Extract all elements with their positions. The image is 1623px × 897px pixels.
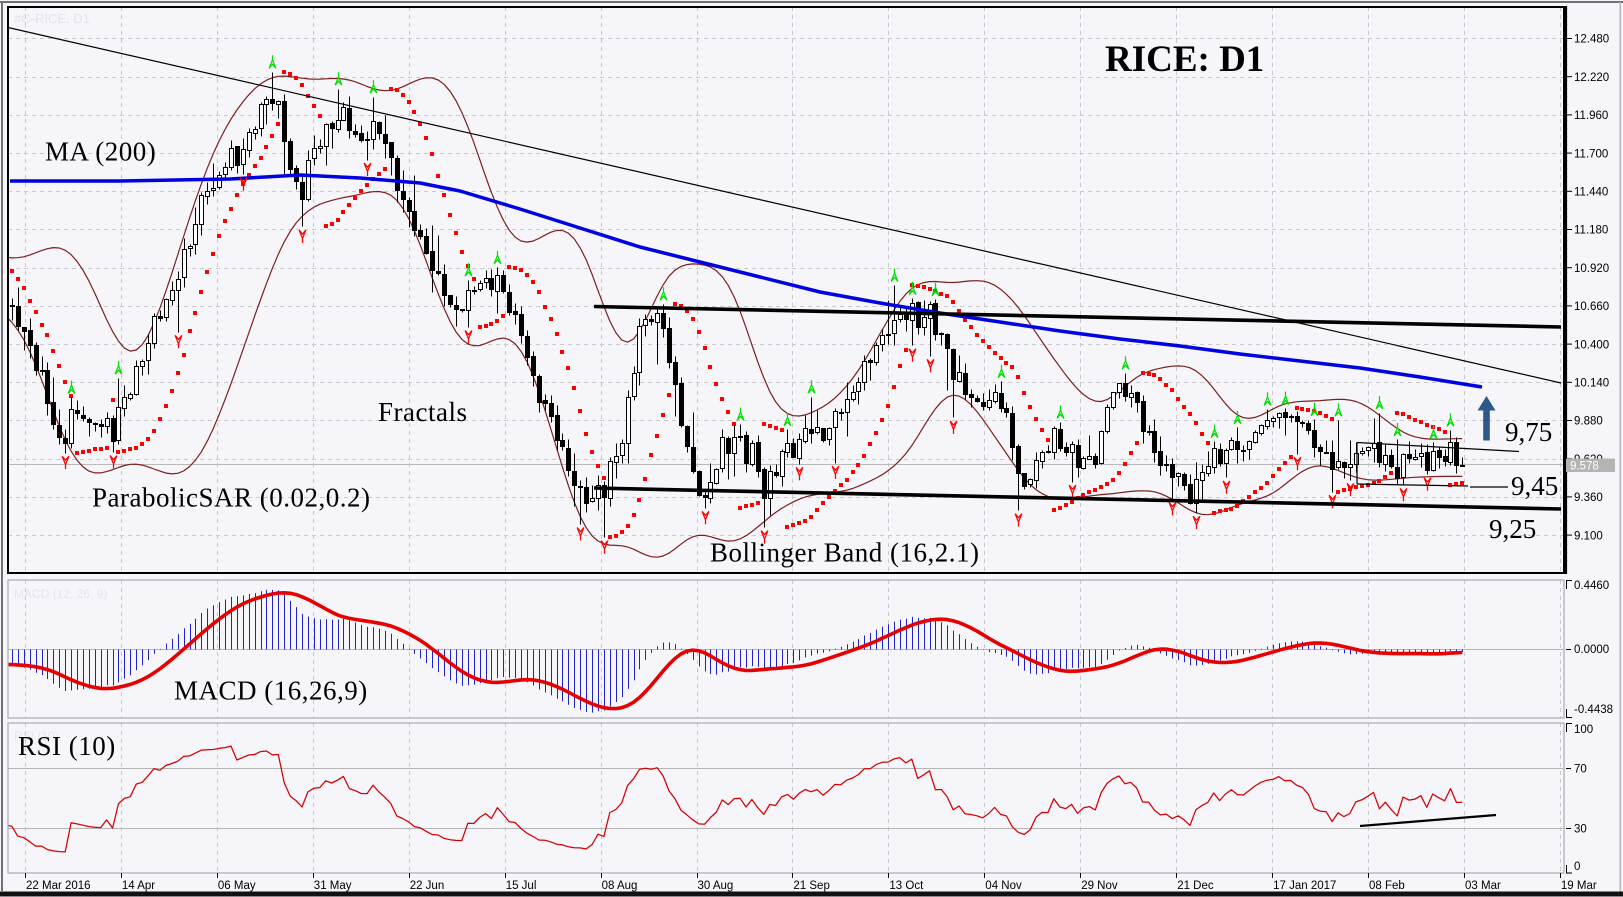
svg-text:10.660: 10.660 [1574, 301, 1609, 313]
svg-text:11.440: 11.440 [1574, 187, 1608, 199]
svg-text:70: 70 [1574, 764, 1587, 776]
svg-text:0.4460: 0.4460 [1574, 580, 1609, 592]
svg-text:Fractals: Fractals [378, 397, 467, 427]
svg-text:RICE: D1: RICE: D1 [1105, 39, 1264, 80]
svg-text:11.180: 11.180 [1574, 225, 1608, 237]
svg-text:MACD (16,26,9): MACD (16,26,9) [174, 676, 368, 706]
svg-text:14 Apr: 14 Apr [122, 880, 155, 892]
svg-text:0.0000: 0.0000 [1574, 644, 1609, 656]
svg-text:03 Mar: 03 Mar [1465, 880, 1501, 892]
svg-text:-0.4438: -0.4438 [1574, 704, 1613, 716]
svg-text:13 Oct: 13 Oct [889, 880, 924, 892]
svg-text:100: 100 [1574, 724, 1593, 736]
svg-text:MA (200): MA (200) [45, 137, 156, 167]
svg-text:21 Dec: 21 Dec [1177, 880, 1214, 892]
svg-text:19 Mar: 19 Mar [1561, 880, 1597, 892]
svg-text:30: 30 [1574, 824, 1587, 836]
svg-text:12.220: 12.220 [1574, 72, 1609, 84]
svg-text:9.578: 9.578 [1570, 461, 1599, 473]
svg-text:06 May: 06 May [218, 880, 256, 892]
svg-text:9.100: 9.100 [1574, 530, 1603, 542]
svg-text:30 Aug: 30 Aug [698, 880, 734, 892]
svg-text:9,25: 9,25 [1489, 514, 1536, 544]
svg-text:22 Jun: 22 Jun [410, 880, 445, 892]
svg-text:29 Nov: 29 Nov [1081, 880, 1118, 892]
svg-text:10.400: 10.400 [1574, 339, 1609, 351]
svg-text:9,45: 9,45 [1511, 471, 1558, 501]
svg-text:08 Feb: 08 Feb [1369, 880, 1405, 892]
svg-text:10.920: 10.920 [1574, 263, 1609, 275]
svg-text:Bollinger Band (16,2.1): Bollinger Band (16,2.1) [710, 538, 979, 568]
svg-text:#C-RICE, D1: #C-RICE, D1 [14, 11, 90, 26]
svg-text:12.480: 12.480 [1574, 34, 1609, 46]
svg-text:11.960: 11.960 [1574, 110, 1608, 122]
svg-text:22 Mar 2016: 22 Mar 2016 [26, 880, 91, 892]
svg-text:MACD (12, 26, 9): MACD (12, 26, 9) [14, 587, 107, 601]
svg-text:21 Sep: 21 Sep [793, 880, 829, 892]
svg-text:10.140: 10.140 [1574, 378, 1609, 390]
svg-text:9.360: 9.360 [1574, 492, 1603, 504]
svg-text:RSI (10): RSI (10) [14, 729, 59, 743]
svg-text:11.700: 11.700 [1574, 148, 1608, 160]
svg-text:RSI (10): RSI (10) [18, 731, 116, 761]
svg-text:31 May: 31 May [314, 880, 352, 892]
svg-text:04 Nov: 04 Nov [985, 880, 1022, 892]
svg-text:ParabolicSAR (0.02,0.2): ParabolicSAR (0.02,0.2) [92, 483, 370, 513]
svg-text:15 Jul: 15 Jul [506, 880, 537, 892]
svg-text:17 Jan 2017: 17 Jan 2017 [1273, 880, 1336, 892]
svg-text:08 Aug: 08 Aug [602, 880, 638, 892]
svg-text:9,75: 9,75 [1505, 417, 1552, 447]
svg-text:0: 0 [1574, 861, 1580, 873]
svg-text:9.880: 9.880 [1574, 416, 1603, 428]
